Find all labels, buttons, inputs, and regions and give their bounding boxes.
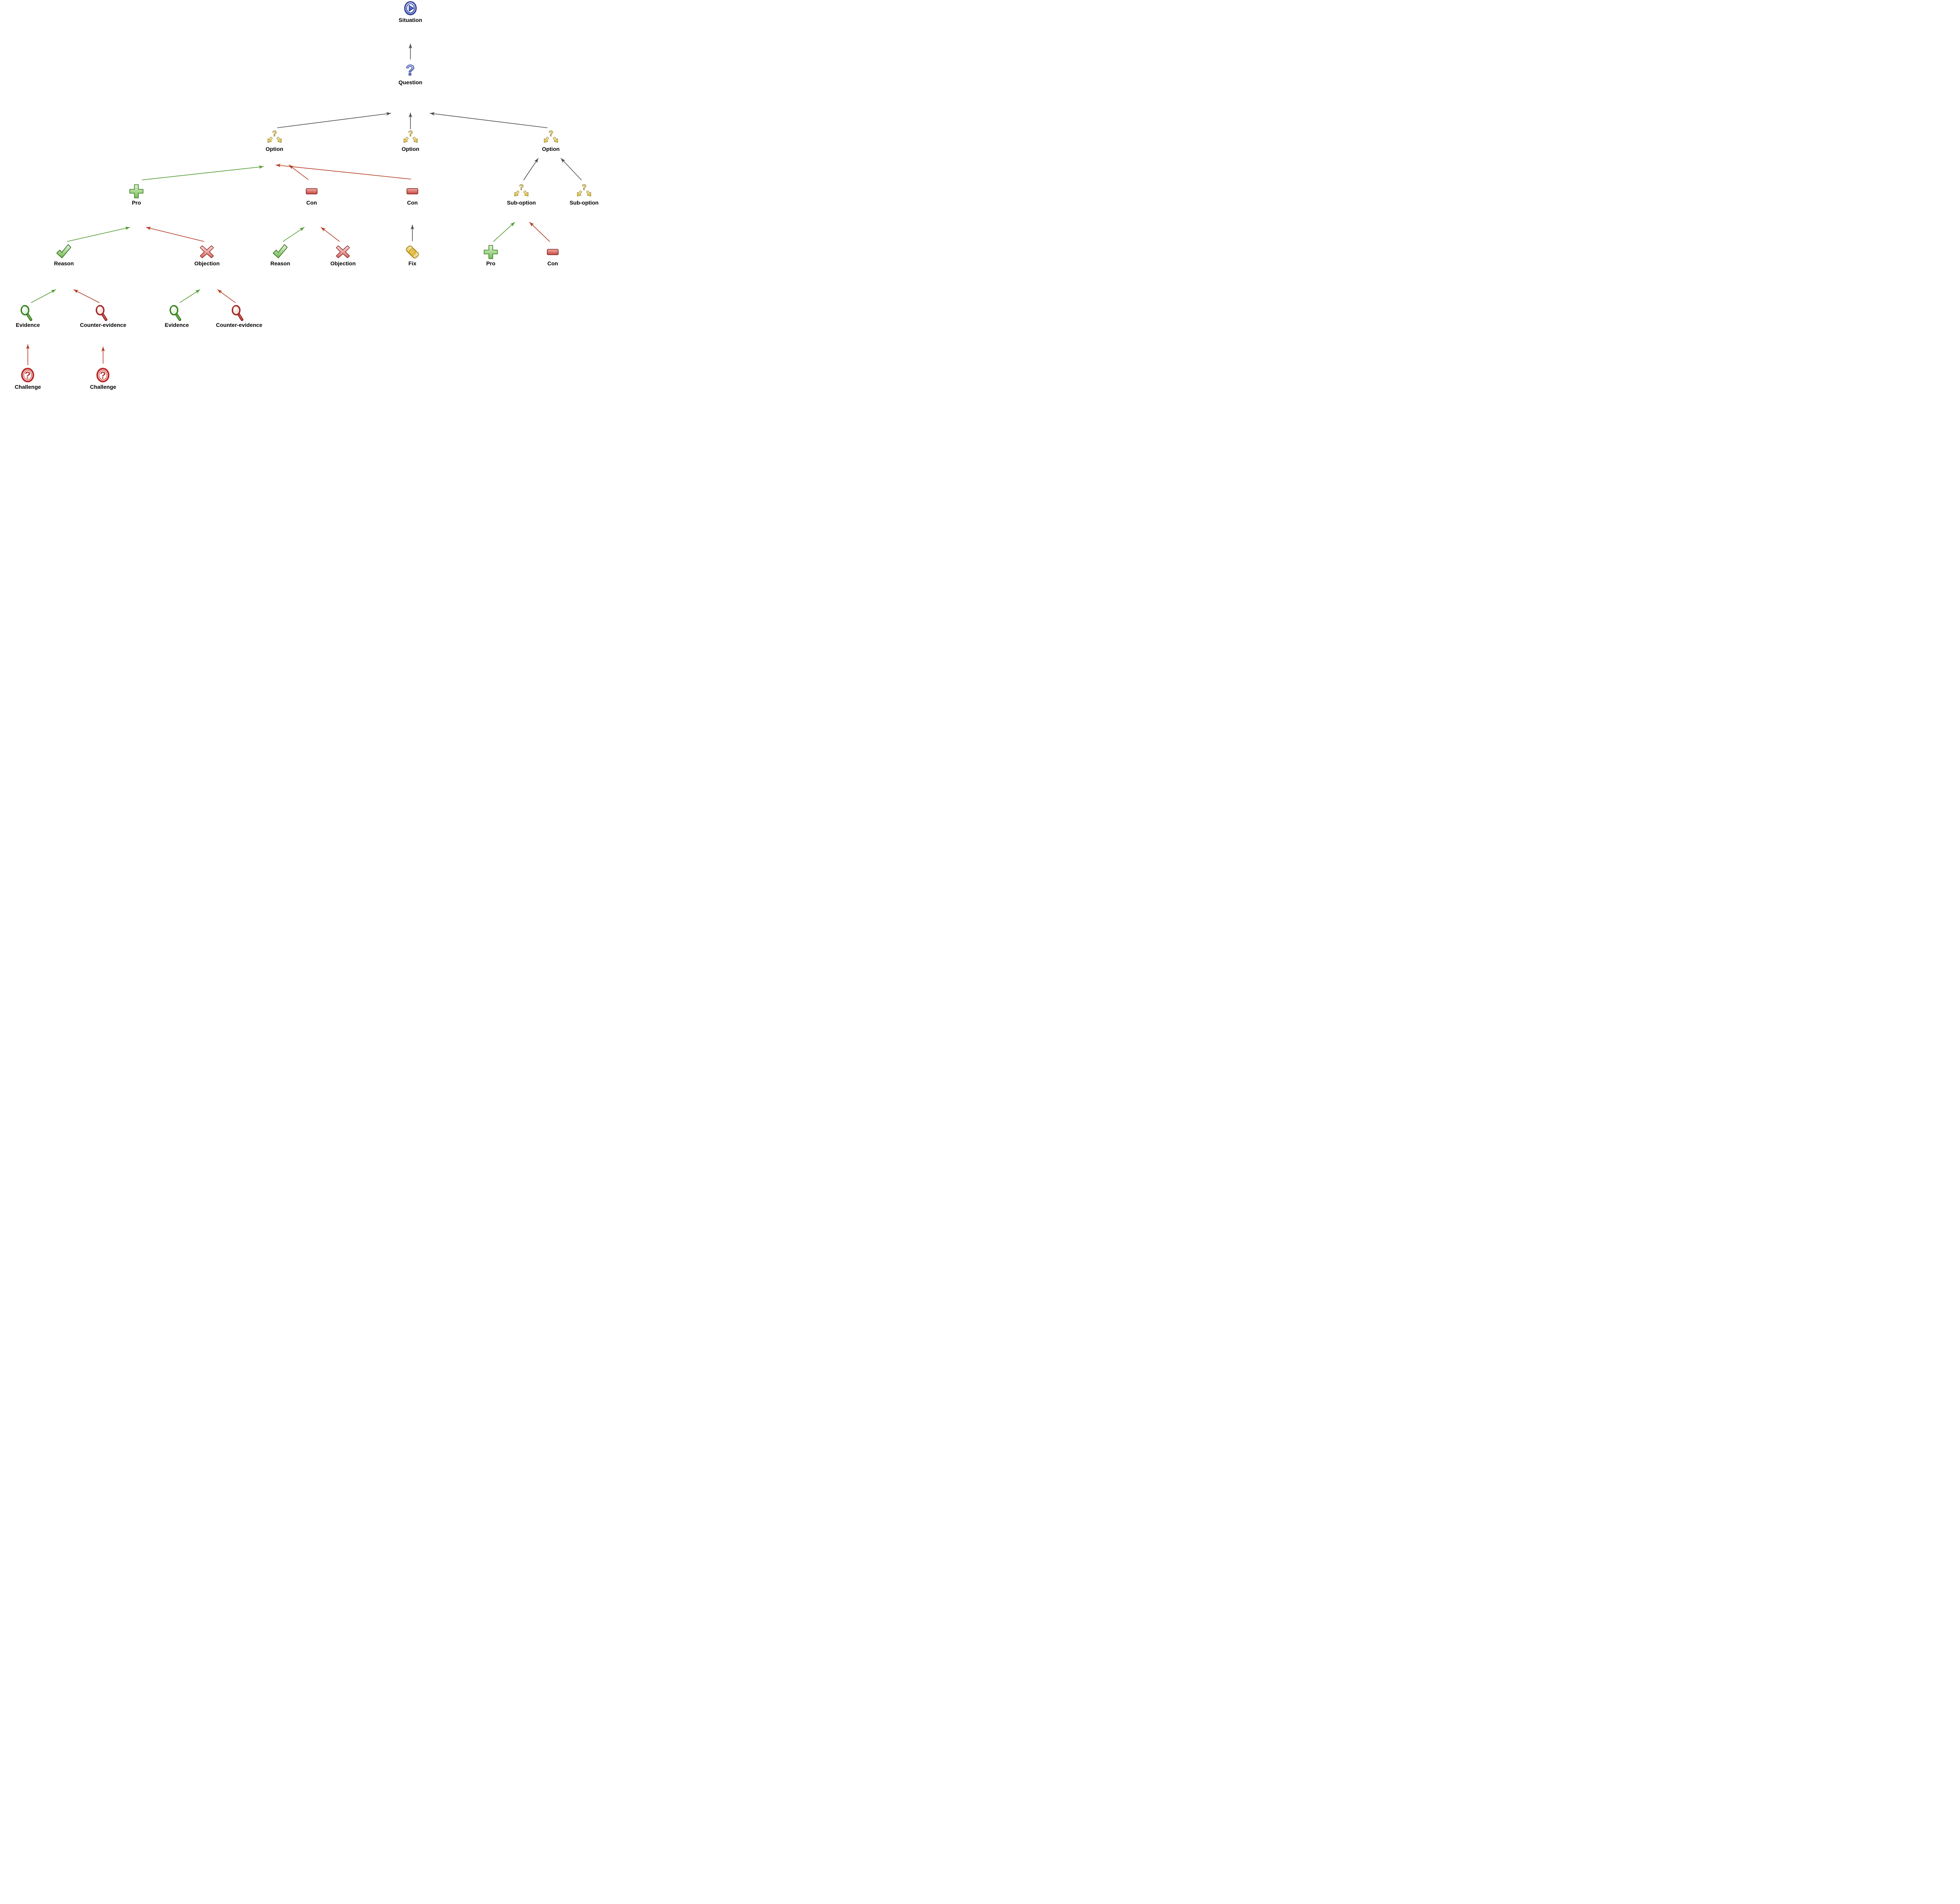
branching-question-icon (513, 183, 530, 200)
edge-con3-suboption1 (529, 222, 550, 242)
plus-icon (482, 243, 499, 261)
magnifier-green-icon (168, 305, 185, 322)
edge-suboption2-option3 (561, 158, 582, 180)
node-challenge-1[interactable]: Challenge (15, 367, 41, 390)
node-label: Con (547, 260, 558, 267)
node-pro-1[interactable]: Pro (128, 183, 145, 206)
branching-question-icon (266, 129, 283, 146)
node-con-1[interactable]: Con (303, 183, 320, 206)
edge-suboption1-option3 (523, 158, 539, 180)
edge-option3-question (430, 112, 548, 128)
node-option-2[interactable]: Option (401, 129, 419, 152)
node-label: Option (265, 146, 283, 152)
edge-evidence1-reason1 (31, 289, 56, 303)
node-label: Counter-evidence (216, 322, 263, 328)
node-label: Challenge (15, 384, 41, 390)
minus-icon (303, 183, 320, 200)
node-label: Reason (54, 260, 74, 267)
node-objection-1[interactable]: Objection (194, 243, 220, 267)
edge-reason1-pro1 (67, 227, 130, 242)
question-mark-icon (402, 62, 419, 80)
node-option-1[interactable]: Option (265, 129, 283, 152)
plus-icon (128, 183, 145, 200)
node-evidence-2[interactable]: Evidence (165, 305, 189, 328)
magnifier-red-icon (94, 305, 112, 322)
magnifier-green-icon (19, 305, 36, 322)
node-con-3[interactable]: Con (544, 243, 561, 267)
node-label: Con (407, 199, 418, 206)
decision-map-canvas: ? ? (0, 0, 606, 406)
node-label: Sub-option (507, 199, 536, 206)
node-label: Option (542, 146, 560, 152)
check-icon (55, 243, 73, 261)
node-label: Reason (270, 260, 290, 267)
node-con-2[interactable]: Con (404, 183, 421, 206)
edge-pro2-suboption1 (493, 222, 515, 242)
edge-reason2-con1 (283, 227, 305, 242)
branching-question-icon (542, 129, 559, 146)
node-label: Pro (132, 199, 141, 206)
edge-con1-option1 (289, 165, 309, 180)
node-label: Question (398, 79, 423, 85)
node-pro-2[interactable]: Pro (482, 243, 499, 267)
node-label: Evidence (165, 322, 189, 328)
node-label: Pro (486, 260, 495, 267)
node-objection-2[interactable]: Objection (330, 243, 356, 267)
edge-counterevidence1-reason1 (73, 289, 100, 303)
check-icon (272, 243, 289, 261)
node-label: Evidence (16, 322, 40, 328)
node-label: Con (306, 199, 317, 206)
circled-question-icon (94, 367, 112, 384)
node-label: Objection (330, 260, 356, 267)
edge-counterevidence2-objection1 (217, 289, 236, 303)
node-counterevidence-2[interactable]: Counter-evidence (216, 305, 262, 328)
edge-option1-question (277, 112, 391, 128)
edge-objection2-con1 (321, 227, 340, 242)
edge-pro1-option1 (142, 165, 264, 180)
node-label: Counter-evidence (80, 322, 127, 328)
node-label: Sub-option (570, 199, 599, 206)
cross-icon (334, 243, 352, 261)
minus-icon (404, 183, 421, 200)
node-label: Objection (194, 260, 220, 267)
node-option-3[interactable]: Option (542, 129, 560, 152)
node-question[interactable]: Question (398, 62, 423, 86)
node-evidence-1[interactable]: Evidence (16, 305, 40, 328)
branching-question-icon (575, 183, 593, 200)
node-label: Option (401, 146, 419, 152)
node-label: Situation (399, 17, 422, 23)
edge-con2-option1 (276, 163, 411, 180)
node-situation[interactable]: Situation (399, 0, 422, 24)
magnifier-red-icon (230, 305, 248, 322)
edge-layer (26, 44, 582, 365)
cross-icon (198, 243, 216, 261)
node-reason-2[interactable]: Reason (270, 243, 290, 267)
node-suboption-1[interactable]: Sub-option (507, 183, 536, 206)
bandaid-icon (404, 243, 421, 261)
node-suboption-2[interactable]: Sub-option (570, 183, 599, 206)
edge-objection1-pro1 (146, 227, 204, 242)
circled-question-icon (19, 367, 36, 384)
node-label: Fix (408, 260, 417, 267)
minus-icon (544, 243, 561, 261)
play-circle-icon (402, 0, 419, 17)
node-counterevidence-1[interactable]: Counter-evidence (80, 305, 126, 328)
edge-evidence2-objection1 (180, 289, 200, 303)
node-label: Challenge (90, 384, 116, 390)
node-reason-1[interactable]: Reason (54, 243, 74, 267)
node-challenge-2[interactable]: Challenge (90, 367, 116, 390)
node-fix[interactable]: Fix (404, 243, 421, 267)
branching-question-icon (402, 129, 419, 146)
